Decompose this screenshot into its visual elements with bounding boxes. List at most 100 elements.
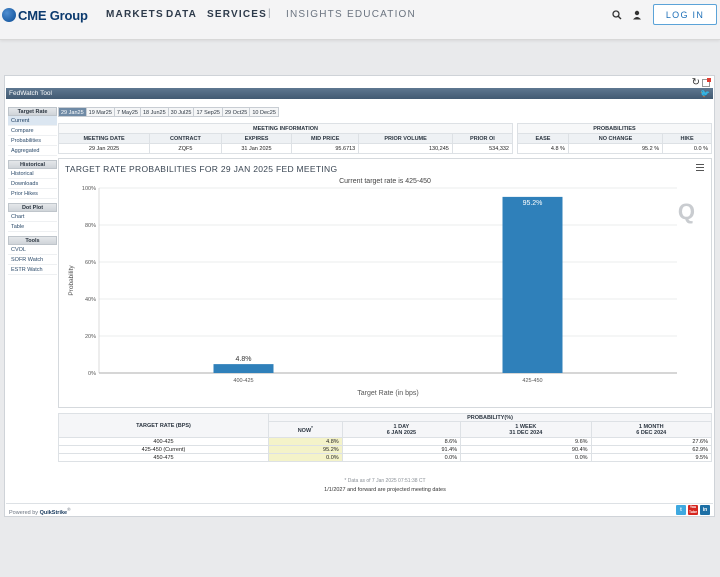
bar [502, 196, 563, 373]
tab-30jul25[interactable]: 30 Jul25 [168, 107, 195, 117]
sidebar-heading-tools: Tools [8, 236, 57, 245]
nav-separator: | [268, 8, 271, 19]
1month-cell: 27.6% [590, 437, 713, 446]
prior-oi-value: 534,332 [451, 143, 514, 154]
projection-note: 1/1/2027 and forward are projected meeti… [324, 487, 446, 493]
sidebar-item-chart[interactable]: Chart [8, 212, 57, 222]
tool-footer: Powered by QuikStrike® t You Tube in [6, 503, 713, 516]
hike-value: 0.0 % [662, 143, 712, 154]
tab-17sep25[interactable]: 17 Sep25 [194, 107, 223, 117]
1day-cell: 8.6% [341, 437, 462, 446]
mid-price-value: 95.6713 [291, 143, 360, 154]
rate-cell: 425-450 (Current) [58, 445, 269, 454]
1week-header-date: 31 DEC 2024 [509, 429, 543, 436]
contract-value: ZQF5 [149, 143, 222, 154]
quikstrike-watermark-icon: Q [677, 199, 695, 224]
sidebar-item-estr-watch[interactable]: ESTR Watch [8, 265, 57, 275]
sidebar-item-historical[interactable]: Historical [8, 169, 57, 179]
x-axis-label: Target Rate (in bps) [357, 390, 418, 397]
user-icon[interactable] [632, 10, 642, 20]
now-cell: 95.2% [268, 445, 343, 454]
1month-header-label: 1 MONTH [638, 423, 664, 430]
meeting-tabs: 29 Jan25 19 Mar25 7 May25 18 Jun25 30 Ju… [58, 107, 279, 117]
tab-10dec25[interactable]: 10 Dec25 [250, 107, 279, 117]
refresh-icon[interactable]: ↻ [691, 77, 700, 88]
sidebar-item-downloads[interactable]: Downloads [8, 179, 57, 189]
prior-volume-header: PRIOR VOLUME [358, 133, 453, 144]
tab-29jan25[interactable]: 29 Jan25 [58, 107, 87, 117]
sidebar-item-current[interactable]: Current [8, 116, 57, 126]
rate-cell: 400-425 [58, 437, 269, 446]
target-rate-header: TARGET RATE (BPS) [58, 413, 269, 438]
table-row: 425-450 (Current) 95.2% 91.4% 90.4% 62.9… [58, 445, 713, 454]
contract-header: CONTRACT [149, 133, 222, 144]
sidebar-heading-historical: Historical [8, 160, 57, 169]
tab-29oct25[interactable]: 29 Oct25 [223, 107, 251, 117]
y-tick-label: 0% [88, 371, 96, 377]
sidebar-heading-dot-plot: Dot Plot [8, 203, 57, 212]
fedwatch-tool: ↻ FedWatch Tool 🐦 Target Rate Current Co… [4, 75, 715, 517]
sidebar-item-sofr-watch[interactable]: SOFR Watch [8, 255, 57, 265]
search-icon[interactable] [612, 10, 622, 20]
table-row: 400-425 4.8% 8.6% 9.6% 27.6% [58, 437, 713, 446]
quikstrike-brand[interactable]: QuikStrike [39, 509, 68, 516]
table-row: 450-475 0.0% 0.0% 0.0% 9.5% [58, 453, 713, 462]
nav-education[interactable]: EDUCATION [347, 9, 416, 20]
1day-header: 1 DAY 6 JAN 2025 [341, 421, 462, 438]
data-timestamp-note: * Data as of 7 Jan 2025 07:51:38 CT [344, 478, 426, 484]
logo-text: CME Group [18, 7, 88, 23]
now-cell: 4.8% [268, 437, 343, 446]
1month-cell: 62.9% [590, 445, 713, 454]
sidebar-item-cvol[interactable]: CVOL [8, 245, 57, 255]
y-tick-label: 20% [85, 334, 96, 340]
no-change-header: NO CHANGE [567, 133, 664, 144]
data-label: 4.8% [236, 356, 252, 363]
sidebar-item-probabilities[interactable]: Probabilities [8, 136, 57, 146]
tool-title: FedWatch Tool [9, 90, 52, 97]
nav-insights[interactable]: INSIGHTS [286, 9, 343, 20]
probabilities-heading: PROBABILITIES [517, 123, 712, 134]
meeting-date-header: MEETING DATE [57, 133, 151, 144]
hike-header: HIKE [662, 133, 712, 144]
1day-header-label: 1 DAY [393, 423, 410, 430]
sidebar-item-prior-hikes[interactable]: Prior Hikes [8, 189, 57, 199]
now-header-label: NOW [297, 427, 312, 434]
tab-18jun25[interactable]: 18 Jun25 [141, 107, 169, 117]
nav-markets[interactable]: MARKETS [106, 9, 164, 20]
1week-header: 1 WEEK 31 DEC 2024 [460, 421, 592, 438]
expires-value: 31 Jan 2025 [220, 143, 293, 154]
nav-data[interactable]: DATA [166, 9, 198, 20]
brand-mark: ® [67, 507, 71, 512]
youtube-social-icon[interactable]: You Tube [688, 505, 698, 515]
probability-chart: TARGET RATE PROBABILITIES FOR 29 JAN 202… [58, 158, 712, 408]
y-tick-label: 40% [85, 297, 96, 303]
tab-7may25[interactable]: 7 May25 [114, 107, 141, 117]
nav-services[interactable]: SERVICES [207, 9, 267, 20]
sidebar-item-aggregated[interactable]: Aggregated [8, 146, 57, 156]
tab-19mar25[interactable]: 19 Mar25 [86, 107, 115, 117]
prior-oi-header: PRIOR OI [451, 133, 514, 144]
mid-price-header: MID PRICE [291, 133, 360, 144]
popout-icon[interactable] [702, 78, 711, 87]
now-marker: * [311, 425, 313, 431]
linkedin-social-icon[interactable]: in [700, 505, 710, 515]
1week-cell: 0.0% [460, 453, 592, 462]
twitter-social-icon[interactable]: t [676, 505, 686, 515]
sidebar-heading-target-rate: Target Rate [8, 107, 57, 116]
meeting-date-value: 29 Jan 2025 [57, 143, 151, 154]
ease-value: 4.8 % [517, 143, 569, 154]
prior-volume-value: 130,245 [358, 143, 453, 154]
meeting-info-table: MEETING INFORMATION MEETING DATE CONTRAC… [57, 123, 514, 154]
login-button[interactable]: LOG IN [653, 4, 717, 25]
sidebar-item-compare[interactable]: Compare [8, 126, 57, 136]
chart-menu-icon[interactable] [696, 164, 704, 173]
site-header: CME Group MARKETS DATA SERVICES | INSIGH… [0, 0, 720, 40]
cme-logo[interactable]: CME Group [2, 6, 88, 24]
sidebar-item-table[interactable]: Table [8, 222, 57, 232]
twitter-icon[interactable]: 🐦 [700, 89, 710, 98]
bar [213, 364, 274, 373]
no-change-value: 95.2 % [567, 143, 664, 154]
1week-cell: 9.6% [460, 437, 592, 446]
x-tick-label: 400-425 [233, 378, 253, 384]
now-header: NOW* [268, 421, 343, 438]
